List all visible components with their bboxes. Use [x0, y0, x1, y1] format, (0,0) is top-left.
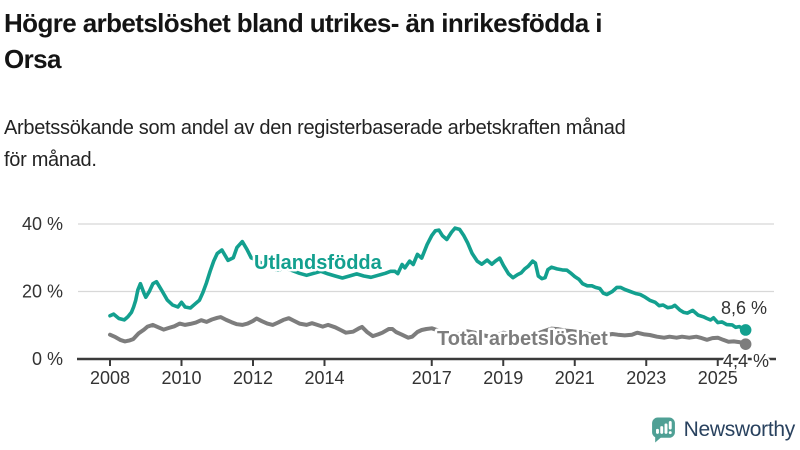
end-value-total-arbetsloshet: 4,4 % — [723, 351, 769, 371]
x-tick-label-2025: 2025 — [698, 368, 738, 388]
series-label-total-arbetsloshet: Total arbetslöshet — [437, 328, 608, 350]
page-title: Högre arbetslöshet bland utrikes- än inr… — [4, 5, 798, 77]
chart-subtitle-line1: Arbetssökande som andel av den registerb… — [4, 117, 626, 139]
gridlines — [78, 223, 774, 293]
x-tick-label-2017: 2017 — [412, 368, 452, 388]
series-line-utlandsf-dda — [108, 226, 748, 332]
y-axis-labels: 0 % 20 % 40 % — [22, 214, 63, 369]
series-label-utlandsfodda: Utlandsfödda — [254, 252, 383, 274]
end-dot-utlandsf-dda — [739, 324, 752, 336]
x-tick-label-2021: 2021 — [555, 368, 595, 388]
series-end-dots — [739, 324, 752, 350]
chart-subtitle: Arbetssökande som andel av den registerb… — [4, 112, 798, 176]
x-tick-label-2012: 2012 — [233, 368, 273, 388]
page-title-line2: Orsa — [4, 44, 61, 74]
x-axis — [77, 357, 776, 366]
newsworthy-logo: Newsworthy — [650, 416, 795, 443]
x-tick-label-2008: 2008 — [90, 368, 130, 388]
x-tick-label-2014: 2014 — [304, 368, 344, 388]
end-dot-total-arbetsl-shet — [739, 338, 752, 350]
newsworthy-bubble-chart-icon — [651, 417, 675, 443]
page-title-line1: Högre arbetslöshet bland utrikes- än inr… — [4, 8, 602, 38]
y-tick-label-20: 20 % — [22, 282, 63, 302]
series-lines — [108, 226, 748, 347]
series-line-total-arbetsl-shet — [108, 315, 748, 347]
y-tick-label-40: 40 % — [22, 214, 63, 234]
newsworthy-wordmark: Newsworthy — [683, 417, 796, 441]
end-value-utlandsfodda: 8,6 % — [721, 298, 767, 318]
chart-subtitle-line2: för månad. — [4, 149, 97, 171]
x-tick-label-2010: 2010 — [161, 368, 201, 388]
x-axis-labels: 2008 2010 2012 2014 2017 2019 2021 2023 2025 — [90, 368, 738, 388]
y-tick-label-0: 0 % — [32, 349, 63, 369]
x-tick-label-2023: 2023 — [626, 368, 666, 388]
x-tick-label-2019: 2019 — [483, 368, 523, 388]
